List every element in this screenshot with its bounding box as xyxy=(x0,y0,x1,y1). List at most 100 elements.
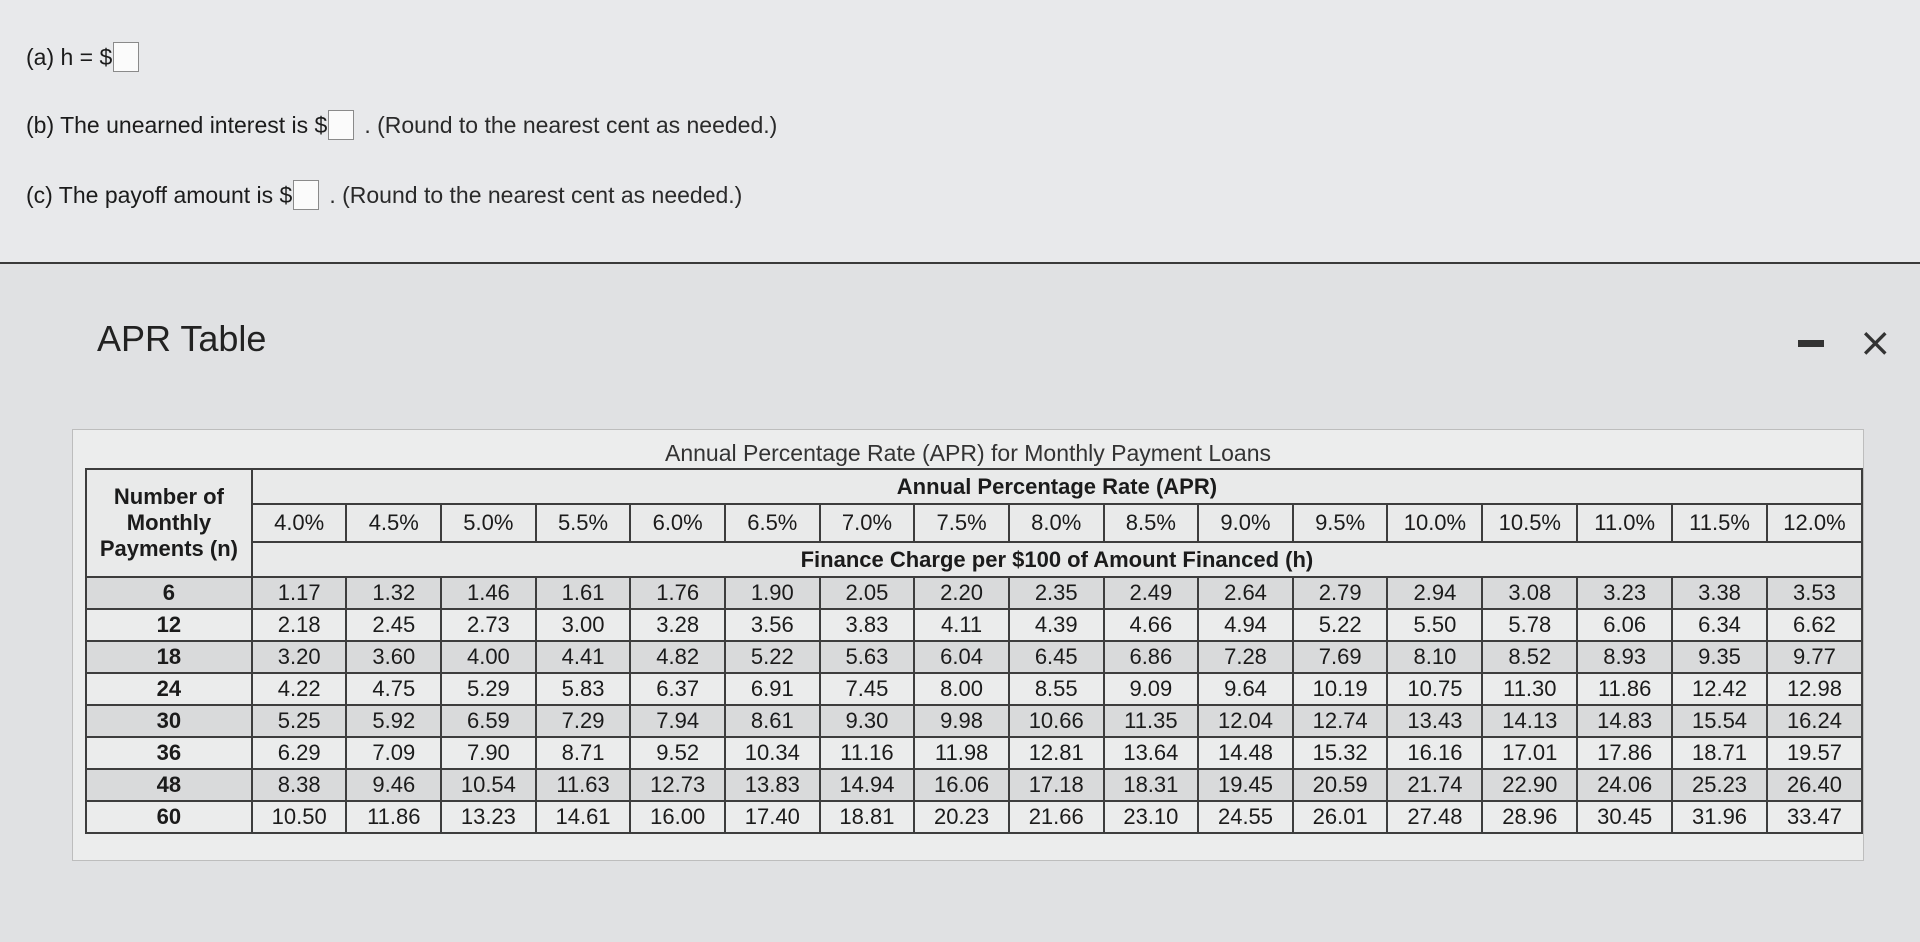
finance-charge-cell: 2.35 xyxy=(1007,576,1105,610)
finance-charge-cell: 24.55 xyxy=(1197,800,1294,834)
rate-header-cell: 5.5% xyxy=(534,503,632,543)
finance-charge-cell: 23.10 xyxy=(1102,800,1200,834)
rate-header-cell: 6.0% xyxy=(629,503,726,543)
finance-charge-cell: 1.76 xyxy=(629,576,726,610)
finance-charge-cell: 8.00 xyxy=(913,672,1010,706)
finance-charge-cell: 5.83 xyxy=(534,672,632,706)
finance-charge-cell: 9.30 xyxy=(818,704,916,738)
answer-input-payoff-amount[interactable] xyxy=(293,180,320,210)
rate-header-cell: 7.5% xyxy=(913,503,1010,543)
finance-charge-cell: 5.29 xyxy=(440,672,537,706)
finance-charge-cell: 5.22 xyxy=(723,640,821,674)
finance-charge-cell: 9.09 xyxy=(1102,672,1200,706)
finance-charge-cell: 8.93 xyxy=(1576,640,1674,674)
rate-header-cell: 7.0% xyxy=(818,503,916,543)
finance-charge-cell: 6.34 xyxy=(1671,608,1768,642)
payments-cell: 30 xyxy=(85,704,253,738)
finance-charge-cell: 4.00 xyxy=(440,640,537,674)
answer-input-h[interactable] xyxy=(113,42,140,72)
finance-charge-cell: 19.57 xyxy=(1765,736,1864,770)
finance-charge-cell: 5.25 xyxy=(250,704,348,738)
finance-charge-cell: 6.04 xyxy=(913,640,1010,674)
finance-charge-cell: 22.90 xyxy=(1481,768,1579,802)
finance-charge-cell: 14.94 xyxy=(818,768,916,802)
finance-charge-cell: 2.45 xyxy=(345,608,443,642)
finance-charge-cell: 21.66 xyxy=(1007,800,1105,834)
payments-cell: 12 xyxy=(85,608,253,642)
rate-header-cell: 8.5% xyxy=(1102,503,1200,543)
finance-charge-cell: 8.52 xyxy=(1481,640,1579,674)
close-icon[interactable]: × xyxy=(1858,320,1892,366)
question-c-hint: . (Round to the nearest cent as needed.) xyxy=(329,181,743,208)
finance-charge-cell: 10.75 xyxy=(1386,672,1484,706)
finance-charge-cell: 20.23 xyxy=(913,800,1010,834)
finance-charge-cell: 5.78 xyxy=(1481,608,1579,642)
finance-charge-cell: 4.94 xyxy=(1197,608,1294,642)
finance-charge-cell: 1.17 xyxy=(250,576,348,610)
finance-charge-cell: 8.10 xyxy=(1386,640,1484,674)
finance-charge-cell: 2.64 xyxy=(1197,576,1294,610)
finance-charge-cell: 33.47 xyxy=(1765,800,1864,834)
finance-charge-cell: 6.91 xyxy=(723,672,821,706)
window-title: APR Table xyxy=(97,318,267,359)
finance-charge-cell: 16.00 xyxy=(629,800,726,834)
table-row: 36 6.29 7.09 7.90 8.71 9.52 10.34 11.16 11.98 12.… xyxy=(85,736,1864,770)
rate-header-cell: 11.0% xyxy=(1576,503,1674,543)
finance-charge-cell: 18.31 xyxy=(1102,768,1200,802)
finance-charge-cell: 2.05 xyxy=(818,576,916,610)
finance-charge-cell: 10.54 xyxy=(440,768,537,802)
finance-charge-cell: 13.83 xyxy=(723,768,821,802)
finance-charge-cell: 6.59 xyxy=(440,704,537,738)
finance-charge-cell: 16.06 xyxy=(913,768,1010,802)
table-row: 24 4.22 4.75 5.29 5.83 6.37 6.91 7.45 8.00 8.55 9.… xyxy=(85,672,1864,706)
finance-charge-cell: 3.28 xyxy=(629,608,726,642)
finance-charge-cell: 1.90 xyxy=(723,576,821,610)
finance-charge-cell: 15.32 xyxy=(1291,736,1389,770)
finance-charge-cell: 11.63 xyxy=(534,768,632,802)
finance-charge-cell: 17.86 xyxy=(1576,736,1674,770)
finance-charge-cell: 13.23 xyxy=(440,800,537,834)
apr-table-panel: Annual Percentage Rate (APR) for Monthly… xyxy=(72,429,1864,861)
finance-charge-cell: 2.49 xyxy=(1102,576,1200,610)
rate-header-cell: 6.5% xyxy=(723,503,821,543)
finance-charge-cell: 7.90 xyxy=(440,736,537,770)
finance-charge-cell: 4.22 xyxy=(250,672,348,706)
finance-charge-cell: 5.63 xyxy=(818,640,916,674)
finance-charge-header: Finance Charge per $100 of Amount Financ… xyxy=(250,541,1864,578)
finance-charge-cell: 14.48 xyxy=(1197,736,1294,770)
minimize-icon[interactable] xyxy=(1798,339,1825,347)
question-b: (b) The unearned interest is $ . (Round … xyxy=(26,110,777,140)
finance-charge-cell: 7.45 xyxy=(818,672,916,706)
finance-charge-cell: 11.30 xyxy=(1481,672,1579,706)
finance-charge-cell: 20.59 xyxy=(1291,768,1389,802)
rate-header-cell: 4.5% xyxy=(345,503,443,543)
rate-header-cell: 11.5% xyxy=(1671,503,1768,543)
finance-charge-cell: 3.56 xyxy=(723,608,821,642)
finance-charge-cell: 7.28 xyxy=(1197,640,1294,674)
finance-charge-cell: 4.39 xyxy=(1007,608,1105,642)
finance-charge-cell: 1.61 xyxy=(534,576,632,610)
finance-charge-cell: 12.42 xyxy=(1671,672,1768,706)
finance-charge-cell: 10.19 xyxy=(1291,672,1389,706)
finance-charge-cell: 8.71 xyxy=(534,736,632,770)
finance-charge-cell: 19.45 xyxy=(1197,768,1294,802)
rate-header-row: 4.0% 4.5% 5.0% 5.5% 6.0% 6.5% 7.0% 7.5% 8.0% 8.5%… xyxy=(86,503,1864,543)
finance-charge-cell: 3.20 xyxy=(250,640,348,674)
finance-charge-cell: 9.64 xyxy=(1197,672,1294,706)
payments-cell: 18 xyxy=(85,640,253,674)
finance-charge-cell: 9.98 xyxy=(913,704,1010,738)
rate-header-cell: 10.0% xyxy=(1386,503,1484,543)
finance-charge-cell: 8.38 xyxy=(250,768,348,802)
finance-charge-cell: 5.50 xyxy=(1386,608,1484,642)
finance-charge-cell: 3.53 xyxy=(1765,576,1864,610)
finance-charge-cell: 15.54 xyxy=(1671,704,1768,738)
finance-charge-cell: 16.16 xyxy=(1386,736,1484,770)
finance-charge-cell: 3.38 xyxy=(1671,576,1768,610)
finance-charge-cell: 6.37 xyxy=(629,672,726,706)
finance-charge-cell: 12.04 xyxy=(1197,704,1294,738)
answer-input-unearned-interest[interactable] xyxy=(328,110,355,140)
finance-charge-cell: 8.55 xyxy=(1007,672,1105,706)
finance-charge-cell: 3.23 xyxy=(1576,576,1674,610)
table-row: 60 10.50 11.86 13.23 14.61 16.00 17.40 18.81 20.… xyxy=(85,800,1864,834)
finance-charge-cell: 3.60 xyxy=(345,640,443,674)
